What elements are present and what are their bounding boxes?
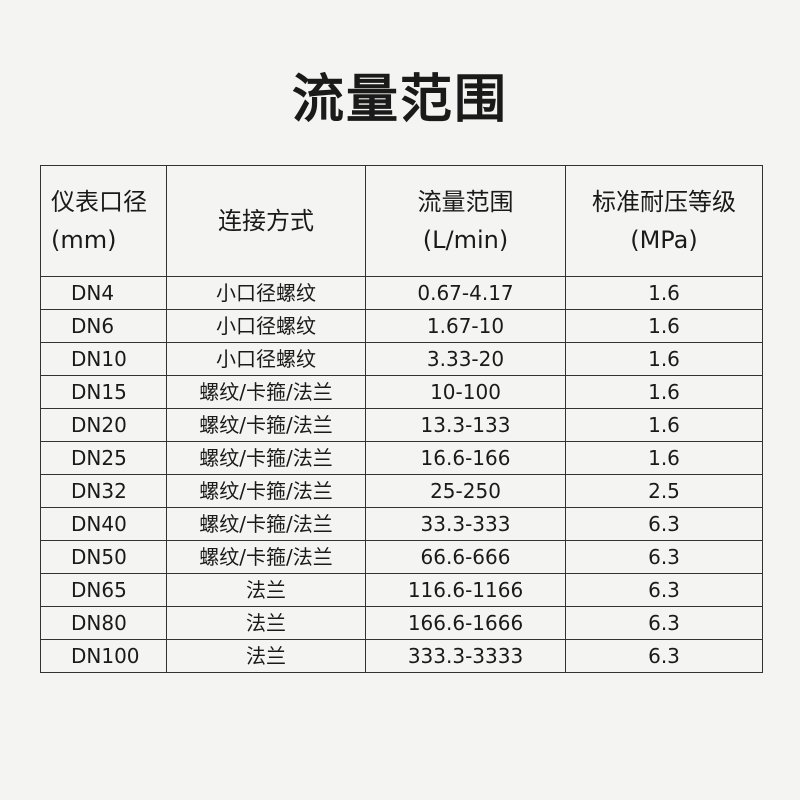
table-row: DN40 螺纹/卡箍/法兰 33.3-333 6.3 (40, 507, 763, 541)
cell-flow: 166.6-1666 (365, 606, 566, 640)
cell-flow: 1.67-10 (365, 309, 566, 343)
cell-pressure: 6.3 (565, 507, 763, 541)
cell-size: DN40 (40, 507, 167, 541)
table-row: DN4 小口径螺纹 0.67-4.17 1.6 (40, 276, 763, 310)
cell-flow: 10-100 (365, 375, 566, 409)
header-pressure-label: 标准耐压等级 (592, 188, 736, 216)
cell-connection: 螺纹/卡箍/法兰 (166, 540, 366, 574)
header-connection-label: 连接方式 (218, 207, 314, 235)
cell-size: DN20 (40, 408, 167, 442)
cell-connection: 螺纹/卡箍/法兰 (166, 408, 366, 442)
cell-pressure: 1.6 (565, 276, 763, 310)
cell-flow: 0.67-4.17 (365, 276, 566, 310)
table-row: DN15 螺纹/卡箍/法兰 10-100 1.6 (40, 375, 763, 409)
cell-pressure: 1.6 (565, 342, 763, 376)
cell-size: DN80 (40, 606, 167, 640)
cell-connection: 法兰 (166, 639, 366, 673)
cell-pressure: 6.3 (565, 639, 763, 673)
header-flow: 流量范围 (L/min) (365, 165, 566, 277)
table-row: DN6 小口径螺纹 1.67-10 1.6 (40, 309, 763, 343)
cell-pressure: 6.3 (565, 606, 763, 640)
cell-connection: 螺纹/卡箍/法兰 (166, 441, 366, 475)
table-row: DN20 螺纹/卡箍/法兰 13.3-133 1.6 (40, 408, 763, 442)
cell-size: DN15 (40, 375, 167, 409)
cell-connection: 螺纹/卡箍/法兰 (166, 375, 366, 409)
cell-size: DN25 (40, 441, 167, 475)
table-row: DN65 法兰 116.6-1166 6.3 (40, 573, 763, 607)
flow-range-table: 仪表口径 (mm) 连接方式 流量范围 (L/min) 标准耐压等级 (MPa)… (40, 165, 763, 673)
table-body: DN4 小口径螺纹 0.67-4.17 1.6 DN6 小口径螺纹 1.67-1… (40, 276, 763, 673)
table-row: DN100 法兰 333.3-3333 6.3 (40, 639, 763, 673)
table-row: DN25 螺纹/卡箍/法兰 16.6-166 1.6 (40, 441, 763, 475)
cell-flow: 16.6-166 (365, 441, 566, 475)
cell-connection: 小口径螺纹 (166, 276, 366, 310)
header-pressure-unit: (MPa) (630, 226, 698, 254)
cell-flow: 116.6-1166 (365, 573, 566, 607)
table-row: DN32 螺纹/卡箍/法兰 25-250 2.5 (40, 474, 763, 508)
table-header: 仪表口径 (mm) 连接方式 流量范围 (L/min) 标准耐压等级 (MPa) (40, 165, 763, 277)
cell-size: DN6 (40, 309, 167, 343)
cell-connection: 法兰 (166, 606, 366, 640)
cell-size: DN32 (40, 474, 167, 508)
table-row: DN50 螺纹/卡箍/法兰 66.6-666 6.3 (40, 540, 763, 574)
cell-flow: 33.3-333 (365, 507, 566, 541)
cell-flow: 25-250 (365, 474, 566, 508)
page-title: 流量范围 (291, 70, 508, 130)
header-pressure: 标准耐压等级 (MPa) (565, 165, 763, 277)
cell-connection: 法兰 (166, 573, 366, 607)
cell-pressure: 1.6 (565, 309, 763, 343)
cell-pressure: 6.3 (565, 540, 763, 574)
header-flow-unit: (L/min) (422, 226, 509, 254)
cell-flow: 66.6-666 (365, 540, 566, 574)
cell-size: DN100 (40, 639, 167, 673)
cell-connection: 螺纹/卡箍/法兰 (166, 507, 366, 541)
cell-size: DN10 (40, 342, 167, 376)
header-connection: 连接方式 (166, 165, 366, 277)
cell-size: DN4 (40, 276, 167, 310)
cell-size: DN65 (40, 573, 167, 607)
cell-connection: 小口径螺纹 (166, 309, 366, 343)
header-flow-label: 流量范围 (417, 188, 514, 216)
cell-pressure: 1.6 (565, 441, 763, 475)
cell-flow: 3.33-20 (365, 342, 566, 376)
header-size: 仪表口径 (mm) (40, 165, 167, 277)
header-size-unit: (mm) (51, 226, 117, 254)
header-row: 仪表口径 (mm) 连接方式 流量范围 (L/min) 标准耐压等级 (MPa) (40, 165, 763, 277)
table-row: DN10 小口径螺纹 3.33-20 1.6 (40, 342, 763, 376)
cell-flow: 333.3-3333 (365, 639, 566, 673)
cell-flow: 13.3-133 (365, 408, 566, 442)
cell-pressure: 1.6 (565, 408, 763, 442)
table-row: DN80 法兰 166.6-1666 6.3 (40, 606, 763, 640)
cell-pressure: 1.6 (565, 375, 763, 409)
cell-connection: 螺纹/卡箍/法兰 (166, 474, 366, 508)
cell-connection: 小口径螺纹 (166, 342, 366, 376)
cell-size: DN50 (40, 540, 167, 574)
cell-pressure: 2.5 (565, 474, 763, 508)
cell-pressure: 6.3 (565, 573, 763, 607)
header-size-label: 仪表口径 (51, 188, 147, 216)
